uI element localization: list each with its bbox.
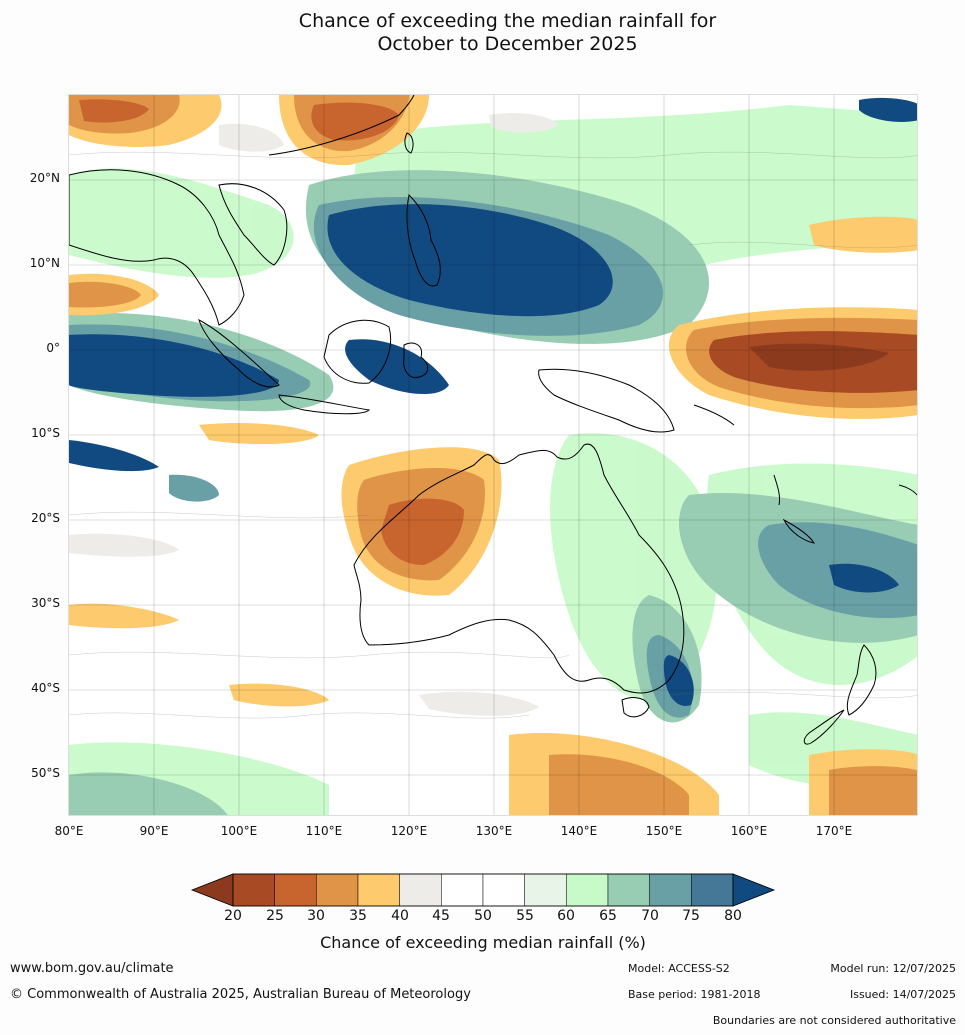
- nz-south-island: [803, 709, 845, 745]
- new-guinea-coastline: [538, 368, 675, 433]
- colorbar-label: Chance of exceeding median rainfall (%): [320, 933, 646, 952]
- driest-zones: [79, 99, 917, 565]
- lon-tick-110e: 110°E: [305, 824, 343, 838]
- map-title: Chance of exceeding the median rainfall …: [0, 10, 965, 56]
- colorbar-cell: [524, 873, 567, 907]
- china-coastline: [268, 95, 415, 156]
- website-link[interactable]: www.bom.gov.au/climate: [10, 961, 174, 976]
- cbar-tick-25: 25: [266, 908, 284, 924]
- colorbar-cell: [566, 873, 609, 907]
- colorbar-cell: [607, 873, 650, 907]
- new-caledonia: [782, 518, 816, 544]
- colorbar-cell: [482, 873, 525, 907]
- colorbar-cell: [441, 873, 484, 907]
- sulawesi-coastline: [403, 342, 428, 379]
- graticule: [69, 95, 917, 815]
- cbar-tick-70: 70: [641, 908, 659, 924]
- colorbar-cell: [691, 873, 734, 907]
- lat-tick-10n: 10°N: [29, 256, 60, 270]
- lat-tick-20n: 20°N: [29, 171, 60, 185]
- se-asia-coastline: [69, 169, 245, 326]
- colorbar-cells: [190, 873, 776, 907]
- map-canvas: [69, 95, 917, 815]
- boundaries-disclaimer: Boundaries are not considered authoritat…: [712, 1014, 956, 1027]
- colorbar-cell: [649, 873, 692, 907]
- fiji-islands: [898, 484, 917, 496]
- lon-tick-170e: 170°E: [815, 824, 853, 838]
- colorbar-cell: [232, 873, 275, 907]
- cbar-tick-45: 45: [432, 908, 450, 924]
- cbar-tick-60: 60: [557, 908, 575, 924]
- colorbar-cell: [399, 873, 442, 907]
- cbar-tick-80: 80: [724, 908, 742, 924]
- australia-coastline: [353, 443, 685, 694]
- contour-lines: [69, 151, 917, 719]
- lon-tick-160e: 160°E: [730, 824, 768, 838]
- sumatra-coastline: [198, 319, 280, 388]
- lon-tick-150e: 150°E: [645, 824, 683, 838]
- colorbar-cell: [316, 873, 359, 907]
- colorbar-extend-low: [190, 873, 234, 907]
- nz-north-island: [846, 644, 877, 716]
- philippines-coastline: [406, 193, 441, 287]
- colorbar: [190, 873, 776, 907]
- model-run-date: Model run: 12/07/2025: [830, 962, 956, 975]
- lon-tick-80e: 80°E: [54, 824, 84, 838]
- tasmania-coastline: [621, 697, 650, 718]
- cbar-tick-40: 40: [391, 908, 409, 924]
- cbar-tick-65: 65: [599, 908, 617, 924]
- solomon-islands: [693, 404, 735, 426]
- coastlines: [69, 95, 917, 745]
- lon-tick-120e: 120°E: [390, 824, 428, 838]
- borneo-coastline: [323, 319, 392, 384]
- title-line-2: October to December 2025: [377, 33, 638, 55]
- colorbar-cell: [274, 873, 317, 907]
- java-coastline: [278, 394, 371, 415]
- colorbar-cell: [357, 873, 400, 907]
- lon-tick-100e: 100°E: [220, 824, 258, 838]
- colorbar-outline: [232, 873, 734, 907]
- cbar-tick-75: 75: [682, 908, 700, 924]
- vanuatu-islands: [773, 474, 780, 506]
- neutral-zones: [69, 113, 559, 716]
- lat-tick-10s: 10°S: [31, 426, 60, 440]
- cbar-tick-50: 50: [474, 908, 492, 924]
- wettest-zones: [69, 97, 917, 706]
- lat-tick-20s: 20°S: [31, 511, 60, 525]
- base-period: Base period: 1981-2018: [628, 988, 761, 1001]
- issued-date: Issued: 14/07/2025: [849, 988, 956, 1001]
- lon-tick-140e: 140°E: [560, 824, 598, 838]
- copyright-text: © Commonwealth of Australia 2025, Austra…: [10, 987, 471, 1002]
- lon-tick-130e: 130°E: [475, 824, 513, 838]
- lat-tick-0: 0°: [46, 341, 60, 355]
- taiwan-coastline: [404, 132, 414, 154]
- lon-tick-90e: 90°E: [139, 824, 169, 838]
- lat-tick-30s: 30°S: [31, 596, 60, 610]
- cbar-tick-35: 35: [349, 908, 367, 924]
- lat-tick-50s: 50°S: [31, 766, 60, 780]
- cbar-tick-30: 30: [307, 908, 325, 924]
- indochina-coastline: [218, 183, 288, 266]
- model-name: Model: ACCESS-S2: [628, 962, 730, 975]
- colorbar-extend-high: [732, 873, 776, 907]
- rainfall-map[interactable]: [68, 94, 918, 816]
- cbar-tick-20: 20: [224, 908, 242, 924]
- title-line-1: Chance of exceeding the median rainfall …: [298, 10, 717, 32]
- cbar-tick-55: 55: [516, 908, 534, 924]
- lat-tick-40s: 40°S: [31, 681, 60, 695]
